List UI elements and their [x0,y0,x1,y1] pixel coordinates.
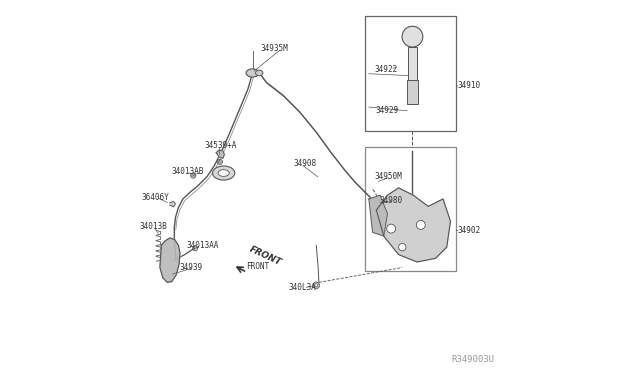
Text: R349003U: R349003U [451,355,494,364]
Bar [365,16,456,131]
Text: 34939: 34939 [179,263,202,272]
Circle shape [417,221,425,230]
Text: 34902: 34902 [458,226,481,235]
Text: 36406Y: 36406Y [141,193,169,202]
Polygon shape [216,150,225,158]
Ellipse shape [246,69,259,77]
Circle shape [399,243,406,251]
Circle shape [191,173,196,178]
Circle shape [218,159,223,164]
Circle shape [313,282,319,289]
Text: 34013AA: 34013AA [187,241,219,250]
Polygon shape [160,238,180,282]
Text: 34950M: 34950M [375,172,403,181]
Circle shape [387,224,396,233]
Bar [407,80,418,105]
Text: 34539+A: 34539+A [204,141,237,150]
Circle shape [193,246,198,251]
Text: 34013B: 34013B [139,222,167,231]
Ellipse shape [212,166,235,180]
Polygon shape [170,202,175,207]
Text: 34935M: 34935M [261,44,289,53]
Ellipse shape [218,170,229,176]
Polygon shape [376,188,451,262]
Text: 34929: 34929 [376,106,399,115]
Circle shape [315,284,318,287]
Text: 34910: 34910 [458,81,481,90]
Ellipse shape [255,70,263,76]
Text: 34922: 34922 [375,65,398,74]
Polygon shape [369,195,387,236]
Text: FRONT: FRONT [248,244,283,267]
Bar [408,47,417,80]
Text: 34908: 34908 [293,159,316,168]
Text: 340L3A: 340L3A [289,283,316,292]
Text: FRONT: FRONT [246,262,269,271]
Text: 34013AB: 34013AB [172,167,204,176]
Bar [365,147,456,271]
Circle shape [402,26,423,47]
Text: 34980: 34980 [380,196,403,205]
